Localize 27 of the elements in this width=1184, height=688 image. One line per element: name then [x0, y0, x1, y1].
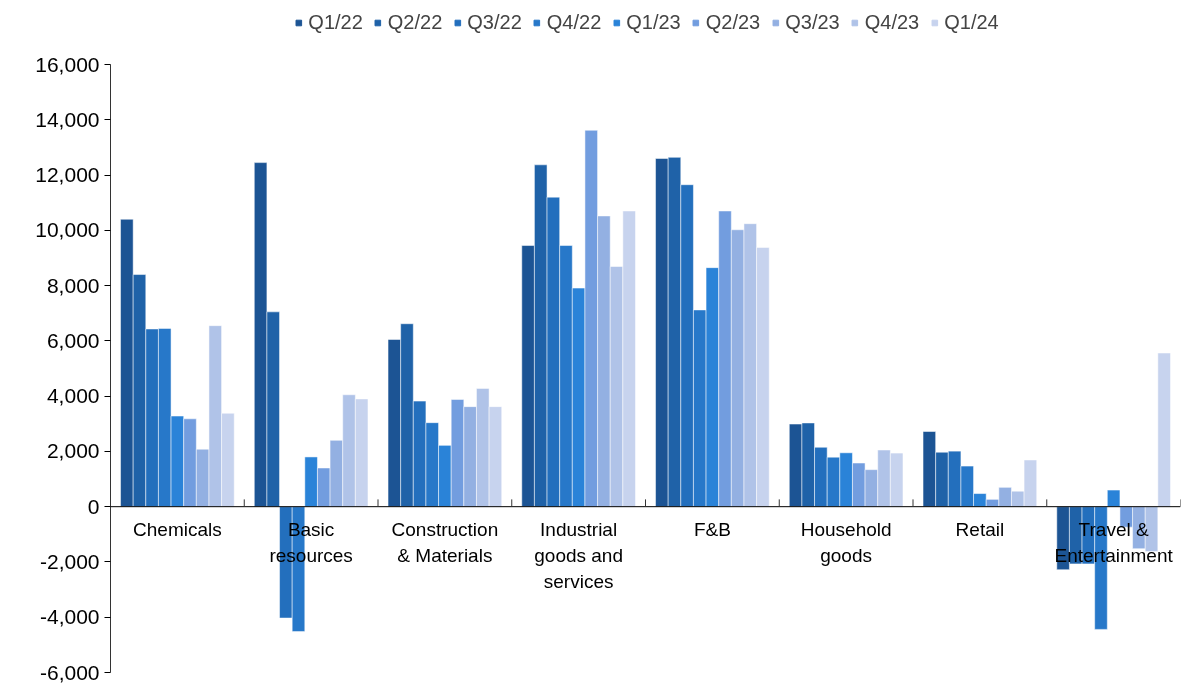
y-tick-label: 6,000: [46, 328, 100, 352]
x-tick-label: F&B: [693, 518, 731, 540]
legend-label: Q4/22: [546, 10, 602, 34]
y-tick-label: 10,000: [35, 218, 100, 242]
legend-label: Q1/22: [308, 10, 363, 34]
y-tick-label: 8,000: [46, 273, 100, 297]
y-tick-label: -4,000: [39, 605, 100, 629]
legend-label: Q3/23: [785, 10, 840, 34]
legend-label: Q2/22: [387, 10, 443, 34]
legend-label: Q1/24: [944, 10, 999, 34]
y-tick-label: 16,000: [35, 52, 100, 76]
legend-label: Q3/22: [467, 10, 522, 34]
x-tick-label: Household goods: [800, 518, 892, 566]
y-tick-label: -6,000: [39, 660, 100, 684]
x-tick-label: Retail: [955, 518, 1005, 540]
legend-label: Q1/23: [626, 10, 681, 34]
x-tick-label: Chemicals: [133, 518, 222, 540]
x-tick-label: Construction & Materials: [391, 518, 499, 566]
y-tick-label: 4,000: [46, 384, 100, 408]
legend-label: Q4/23: [864, 10, 920, 34]
x-tick-label: Industrial goods and services: [534, 518, 623, 593]
y-tick-label: 2,000: [46, 439, 100, 463]
y-tick-label: 12,000: [35, 163, 100, 187]
y-tick-label: -2,000: [39, 549, 100, 573]
y-tick-label: 14,000: [35, 107, 100, 131]
y-tick-label: 0: [87, 494, 100, 518]
legend-label: Q2/23: [705, 10, 761, 34]
